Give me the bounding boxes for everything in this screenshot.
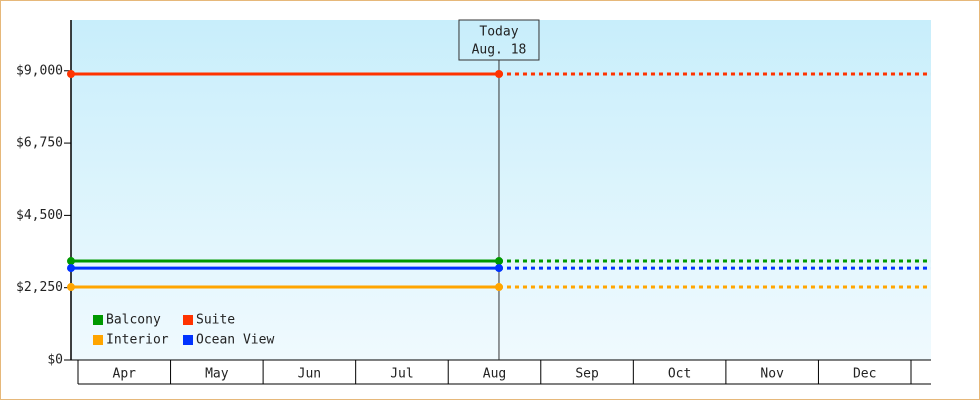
series-point <box>67 257 75 266</box>
series-point <box>494 264 503 273</box>
x-tick-label: Oct <box>668 367 691 382</box>
legend-label: Interior <box>106 333 169 348</box>
x-tick-label: Sep <box>575 367 599 382</box>
legend-label: Balcony <box>106 313 161 328</box>
series-point <box>494 69 503 78</box>
series-point <box>67 69 75 78</box>
y-tick-label: $9,000 <box>16 63 63 78</box>
x-tick-label: Dec <box>853 367 876 382</box>
y-tick-label: $4,500 <box>16 208 63 223</box>
y-tick-label: $2,250 <box>16 280 63 295</box>
series-point <box>494 283 503 292</box>
x-tick-label: May <box>205 367 229 382</box>
series-point <box>494 257 503 266</box>
y-tick-label: $0 <box>47 353 63 368</box>
legend-swatch <box>183 335 193 345</box>
today-box <box>458 19 540 61</box>
series-point <box>67 283 75 292</box>
legend-swatch <box>93 335 103 345</box>
x-tick-label: Jul <box>390 367 413 382</box>
x-tick-label: Aug <box>483 367 506 382</box>
x-tick-label: Apr <box>113 367 137 382</box>
today-label: Today <box>479 25 518 40</box>
today-label: Aug. 18 <box>472 43 527 58</box>
x-tick-label: Nov <box>760 367 784 382</box>
y-tick-label: $6,750 <box>16 136 63 151</box>
legend-label: Suite <box>196 313 235 328</box>
legend-swatch <box>93 315 103 325</box>
series-point <box>67 264 75 273</box>
legend-label: Ocean View <box>196 333 274 348</box>
x-tick-label: Jun <box>298 367 321 382</box>
legend-swatch <box>183 315 193 325</box>
